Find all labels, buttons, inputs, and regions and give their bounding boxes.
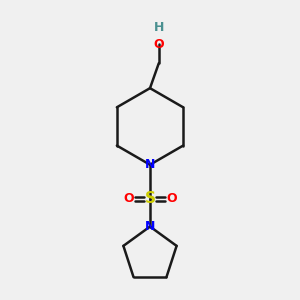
Text: O: O [166, 192, 176, 205]
Text: O: O [124, 192, 134, 205]
Text: S: S [145, 191, 155, 206]
Text: N: N [145, 158, 155, 171]
Text: O: O [154, 38, 164, 50]
Text: H: H [154, 21, 164, 34]
Text: N: N [145, 220, 155, 233]
